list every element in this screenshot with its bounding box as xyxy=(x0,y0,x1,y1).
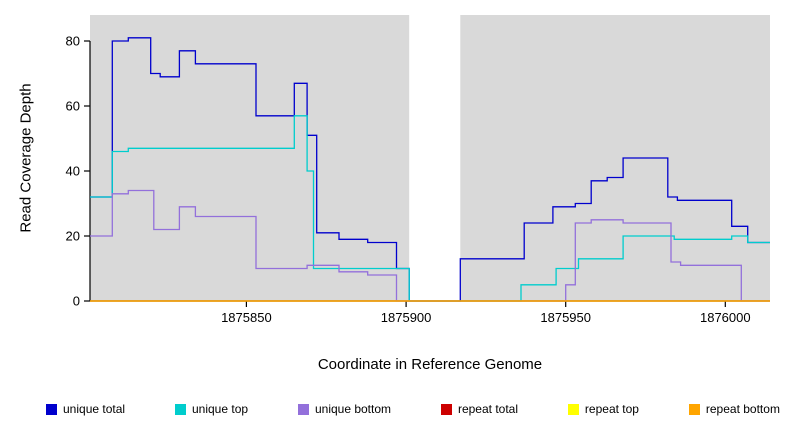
legend-label-repeat-bottom: repeat bottom xyxy=(705,402,780,416)
x-tick-label: 1875900 xyxy=(381,310,432,325)
unique-total-swatch-icon xyxy=(46,403,57,415)
legend-item-repeat-total: repeat total xyxy=(440,402,518,416)
legend-item-unique-total: unique total xyxy=(46,402,125,416)
legend-label-unique-bottom: unique bottom xyxy=(314,402,392,416)
legend-label-repeat-total: repeat total xyxy=(457,402,518,416)
series-unique-bottom xyxy=(90,189,770,302)
repeat-top-swatch-icon xyxy=(567,403,579,415)
y-tick-label: 20 xyxy=(66,229,80,244)
y-tick-label: 40 xyxy=(66,164,80,179)
x-axis-title: Coordinate in Reference Genome xyxy=(317,356,543,373)
y-axis-title: Read Coverage Depth xyxy=(17,83,35,233)
series-unique-total xyxy=(90,37,770,302)
unique-top-swatch-icon xyxy=(174,403,186,415)
repeat-bottom-swatch-icon xyxy=(688,403,700,415)
y-tick-label: 0 xyxy=(73,294,80,309)
unique-bottom-swatch-icon xyxy=(297,403,309,415)
x-tick-label: 1875950 xyxy=(540,310,591,325)
legend-item-unique-bottom: unique bottom xyxy=(297,402,392,416)
repeat-total-swatch-icon xyxy=(440,403,452,415)
legend-item-repeat-bottom: repeat bottom xyxy=(688,402,780,416)
legend-label-unique-total: unique total xyxy=(63,402,126,416)
legend-label-unique-top: unique top xyxy=(191,402,249,416)
legend-item-unique-top: unique top xyxy=(174,402,249,416)
y-tick-label: 80 xyxy=(66,34,80,49)
legend-label-repeat-top: repeat top xyxy=(584,402,639,416)
legend-item-repeat-top: repeat top xyxy=(567,402,639,416)
y-tick-label: 60 xyxy=(66,99,80,114)
coverage-gap-band xyxy=(409,15,461,301)
legend: unique total unique top unique bottom repea… xyxy=(46,399,780,419)
x-tick-label: 1876000 xyxy=(700,310,751,325)
x-tick-label: 1875850 xyxy=(221,310,272,325)
